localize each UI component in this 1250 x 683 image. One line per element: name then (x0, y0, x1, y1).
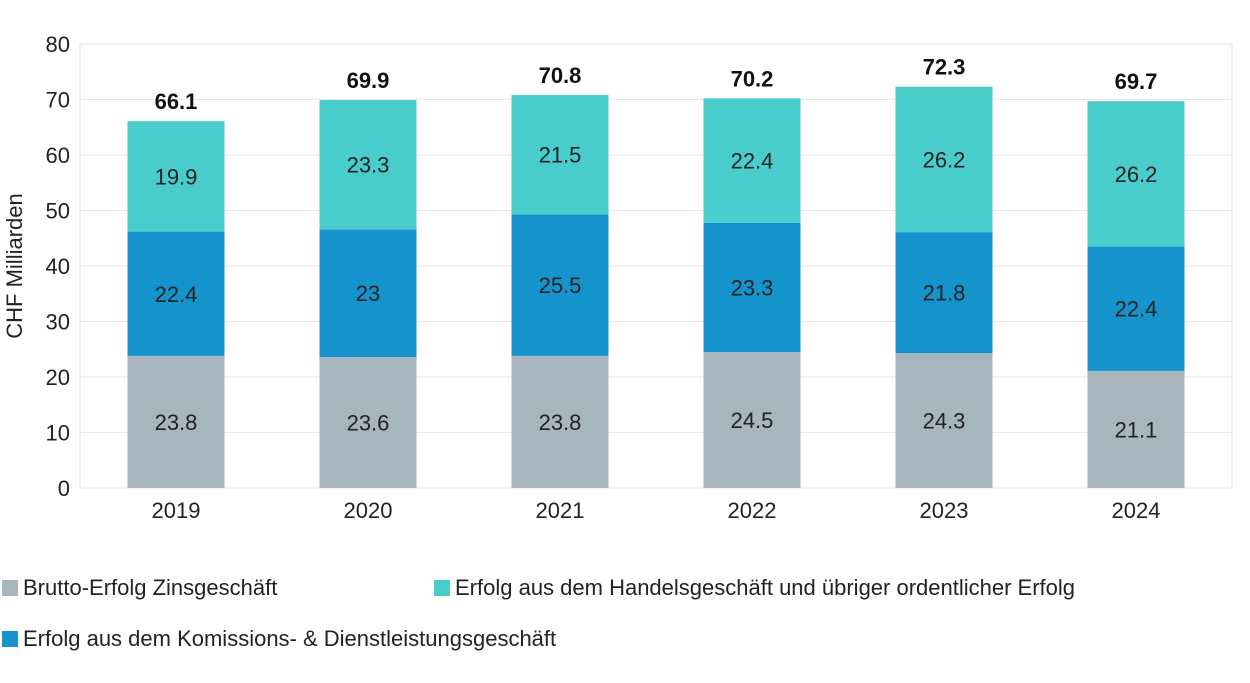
bar-value-label: 22.4 (1115, 297, 1158, 322)
bar-value-label: 26.2 (923, 147, 966, 172)
bar-segment (895, 86, 993, 233)
x-tick-label: 2019 (152, 498, 201, 523)
bar-value-label: 23.6 (347, 411, 390, 436)
y-tick-label: 20 (46, 365, 70, 390)
bar-total-label: 70.2 (731, 66, 774, 91)
bar-value-label: 21.8 (923, 281, 966, 306)
bar-segment (1087, 370, 1185, 488)
legend-swatch-kommission (2, 631, 18, 647)
legend-swatch-handel (434, 580, 450, 596)
bar-value-label: 22.4 (731, 149, 774, 174)
bar-total-label: 66.1 (155, 89, 198, 114)
bar-value-label: 23.3 (731, 275, 774, 300)
bar-segment (127, 355, 225, 488)
y-tick-label: 10 (46, 421, 70, 446)
y-tick-label: 50 (46, 199, 70, 224)
bar-value-label: 23 (356, 281, 380, 306)
y-tick-label: 60 (46, 143, 70, 168)
x-axis-ticks: 2019 2020 2021 2022 2023 2024 (152, 498, 1161, 523)
legend-label-handel: Erfolg aus dem Handelsgeschäft und übrig… (455, 575, 1076, 600)
legend-item-zins: Brutto-Erfolg Zinsgeschäft (2, 575, 277, 601)
bar-value-label: 19.9 (155, 164, 198, 189)
bar-segment (511, 214, 609, 356)
x-tick-label: 2022 (728, 498, 777, 523)
bar-total-label: 69.7 (1115, 69, 1158, 94)
x-tick-label: 2023 (920, 498, 969, 523)
bar-segment (1087, 246, 1185, 371)
legend-label-kommission: Erfolg aus dem Komissions- & Dienstleist… (23, 626, 557, 651)
legend-item-kommission: Erfolg aus dem Komissions- & Dienstleist… (2, 626, 556, 652)
bar-segment (319, 100, 417, 230)
bar-value-label: 21.5 (539, 143, 582, 168)
bar-segment (127, 121, 225, 232)
bar-segment (703, 222, 801, 353)
bar-segment (703, 98, 801, 223)
bar-value-label: 22.4 (155, 282, 198, 307)
y-tick-label: 80 (46, 32, 70, 57)
y-tick-label: 40 (46, 254, 70, 279)
bar-segment (895, 353, 993, 488)
bar-segment (703, 352, 801, 488)
bar-value-label: 23.8 (155, 410, 198, 435)
plot-frame (79, 43, 1233, 489)
bar-segment (127, 231, 225, 356)
bars: 23.8 22.4 19.9 66.1 23.6 23 23.3 69.9 23.8 25.5 21… (127, 55, 1185, 488)
bar-total-label: 70.8 (539, 63, 582, 88)
bar-value-label: 23.3 (347, 153, 390, 178)
bar-segment (1087, 101, 1185, 247)
bar-value-label: 21.1 (1115, 417, 1158, 442)
x-tick-label: 2021 (536, 498, 585, 523)
bar-value-label: 24.3 (923, 409, 966, 434)
bar-segment (895, 232, 993, 354)
y-tick-label: 70 (46, 88, 70, 113)
bar-value-label: 23.8 (539, 410, 582, 435)
x-tick-label: 2024 (1112, 498, 1161, 523)
bar-value-label: 26.2 (1115, 162, 1158, 187)
y-tick-label: 0 (58, 476, 70, 501)
legend-label-zins: Brutto-Erfolg Zinsgeschäft (23, 575, 278, 600)
y-axis-label: CHF Milliarden (2, 193, 27, 338)
y-axis-ticks: 0 10 20 30 40 50 60 70 80 (46, 32, 70, 501)
y-tick-label: 30 (46, 310, 70, 335)
bar-value-label: 25.5 (539, 273, 582, 298)
bar-segment (319, 357, 417, 488)
bar-segment (511, 355, 609, 488)
bar-segment (319, 229, 417, 358)
bar-total-label: 72.3 (923, 55, 966, 80)
bar-value-label: 24.5 (731, 408, 774, 433)
legend-item-handel: Erfolg aus dem Handelsgeschäft und übrig… (434, 575, 1075, 601)
legend-swatch-zins (2, 580, 18, 596)
bar-segment (511, 95, 609, 215)
x-tick-label: 2020 (344, 498, 393, 523)
bar-total-label: 69.9 (347, 68, 390, 93)
gridlines (80, 99, 1232, 433)
